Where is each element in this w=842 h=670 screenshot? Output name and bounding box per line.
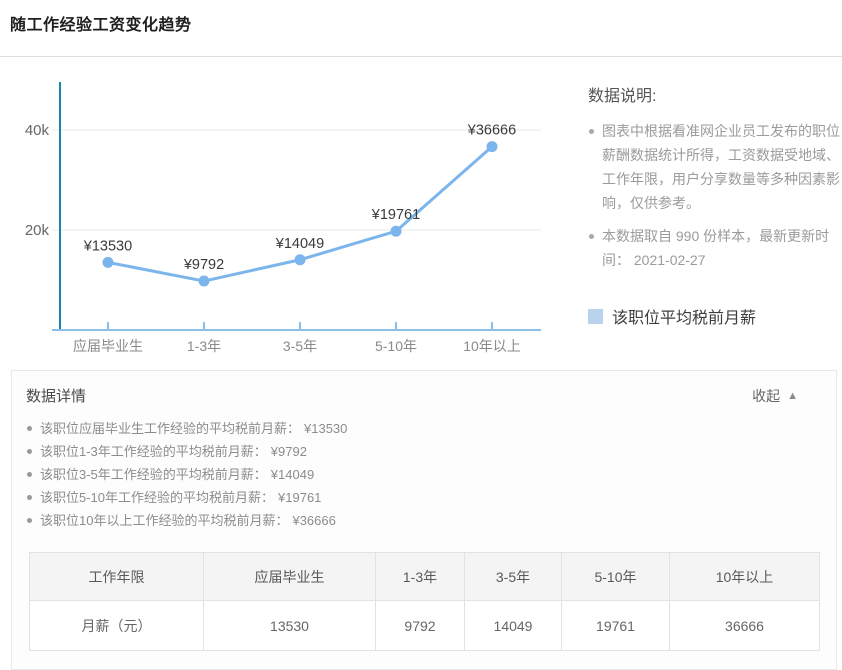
data-point[interactable]	[294, 254, 306, 266]
table-cell: 14049	[464, 600, 562, 651]
table-header-cell: 工作年限	[29, 552, 204, 601]
table-header-cell: 10年以上	[669, 552, 820, 601]
detail-item: 该职位1-3年工作经验的平均税前月薪： ¥9792	[27, 440, 836, 463]
detail-item: 该职位10年以上工作经验的平均税前月薪： ¥36666	[27, 509, 836, 532]
table-header-cell: 1-3年	[375, 552, 465, 601]
note-item-text: 图表中根据看准网企业员工发布的职位薪酬数据统计所得，工资数据受地域、工作年限，用…	[602, 123, 840, 211]
detail-item-label: 该职位3-5年工作经验的平均税前月薪：	[40, 467, 267, 482]
legend-swatch-icon	[588, 308, 603, 324]
note-item-text: 本数据取自 990 份样本，最新更新时间： 2021-02-27	[602, 228, 830, 268]
details-heading: 数据详情	[26, 388, 87, 405]
x-axis-category-label: 10年以上	[463, 338, 521, 354]
x-axis-category-label: 5-10年	[375, 338, 417, 354]
detail-item-label: 该职位5-10年工作经验的平均税前月薪：	[40, 490, 275, 505]
legend-label: 该职位平均税前月薪	[612, 310, 757, 327]
detail-item-label: 该职位1-3年工作经验的平均税前月薪：	[40, 444, 267, 459]
x-axis-category-label: 应届毕业生	[73, 338, 143, 354]
detail-item: 该职位应届毕业生工作经验的平均税前月薪： ¥13530	[27, 417, 836, 440]
detail-item-value: ¥14049	[270, 467, 315, 482]
data-point-label: ¥19761	[371, 207, 420, 223]
collapse-button[interactable]: 收起 ▲	[752, 386, 798, 406]
notes-list: 图表中根据看准网企业员工发布的职位薪酬数据统计所得，工资数据受地域、工作年限，用…	[588, 119, 840, 272]
table-cell: 9792	[375, 600, 465, 651]
detail-item-value: ¥36666	[292, 513, 336, 528]
data-point-label: ¥14049	[275, 236, 324, 252]
collapse-caret-icon: ▲	[787, 389, 798, 402]
table-row: 月薪（元） 13530 9792 14049 19761 36666	[29, 600, 820, 651]
details-header: 数据详情 收起 ▲	[12, 371, 836, 406]
note-item: 本数据取自 990 份样本，最新更新时间： 2021-02-27	[588, 224, 840, 272]
detail-item-label: 该职位应届毕业生工作经验的平均税前月薪：	[40, 421, 301, 436]
data-point[interactable]	[486, 141, 498, 153]
table-header-row: 工作年限 应届毕业生 1-3年 3-5年 5-10年 10年以上	[29, 552, 820, 601]
salary-table-head: 工作年限 应届毕业生 1-3年 3-5年 5-10年 10年以上	[29, 552, 820, 601]
detail-item-value: ¥9792	[270, 444, 307, 459]
data-point-label: ¥13530	[83, 238, 132, 254]
data-point-label: ¥36666	[467, 123, 516, 139]
data-point-label: ¥9792	[183, 257, 224, 273]
table-cell: 13530	[203, 600, 376, 651]
chart-canvas[interactable]: 20k 40k 应届毕业生 1-3年 3-5年 5-10年 10年以上 ¥13530 ¥9792…	[0, 70, 560, 370]
page-title: 随工作经验工资变化趋势	[10, 17, 192, 34]
data-point[interactable]	[198, 275, 210, 287]
detail-item-value: ¥19761	[278, 490, 322, 505]
y-axis-tick-label: 20k	[25, 222, 50, 239]
notes-heading: 数据说明:	[588, 88, 657, 105]
salary-table: 工作年限 应届毕业生 1-3年 3-5年 5-10年 10年以上 月薪（元） 13530 97…	[29, 552, 820, 651]
title-divider	[0, 56, 842, 57]
salary-table-body: 月薪（元） 13530 9792 14049 19761 36666	[29, 600, 820, 651]
detail-item-value: ¥13530	[304, 421, 348, 436]
detail-item: 该职位5-10年工作经验的平均税前月薪： ¥19761	[27, 486, 836, 509]
x-axis-category-label: 3-5年	[283, 338, 317, 354]
data-point[interactable]	[390, 225, 402, 237]
data-details-panel: 数据详情 收起 ▲ 该职位应届毕业生工作经验的平均税前月薪： ¥13530 该职位…	[11, 370, 837, 670]
detail-item: 该职位3-5年工作经验的平均税前月薪： ¥14049	[27, 463, 836, 486]
data-notes-panel: 数据说明: 图表中根据看准网企业员工发布的职位薪酬数据统计所得，工资数据受地域、…	[588, 82, 840, 328]
note-item: 图表中根据看准网企业员工发布的职位薪酬数据统计所得，工资数据受地域、工作年限，用…	[588, 119, 840, 215]
details-list: 该职位应届毕业生工作经验的平均税前月薪： ¥13530 该职位1-3年工作经验的平…	[12, 417, 836, 532]
table-header-cell: 5-10年	[561, 552, 670, 601]
table-cell: 月薪（元）	[29, 600, 204, 651]
data-point[interactable]	[102, 256, 114, 268]
table-header-cell: 应届毕业生	[203, 552, 376, 601]
salary-trend-chart[interactable]: 20k 40k 应届毕业生 1-3年 3-5年 5-10年 10年以上 ¥13530 ¥9792…	[0, 70, 560, 370]
x-axis-category-label: 1-3年	[187, 338, 221, 354]
table-cell: 36666	[669, 600, 820, 651]
detail-item-label: 该职位10年以上工作经验的平均税前月薪：	[40, 513, 289, 528]
y-axis-tick-label: 40k	[25, 122, 50, 139]
table-cell: 19761	[561, 600, 670, 651]
chart-legend[interactable]: 该职位平均税前月薪	[588, 304, 840, 328]
table-header-cell: 3-5年	[464, 552, 562, 601]
collapse-button-label: 收起	[752, 387, 781, 404]
